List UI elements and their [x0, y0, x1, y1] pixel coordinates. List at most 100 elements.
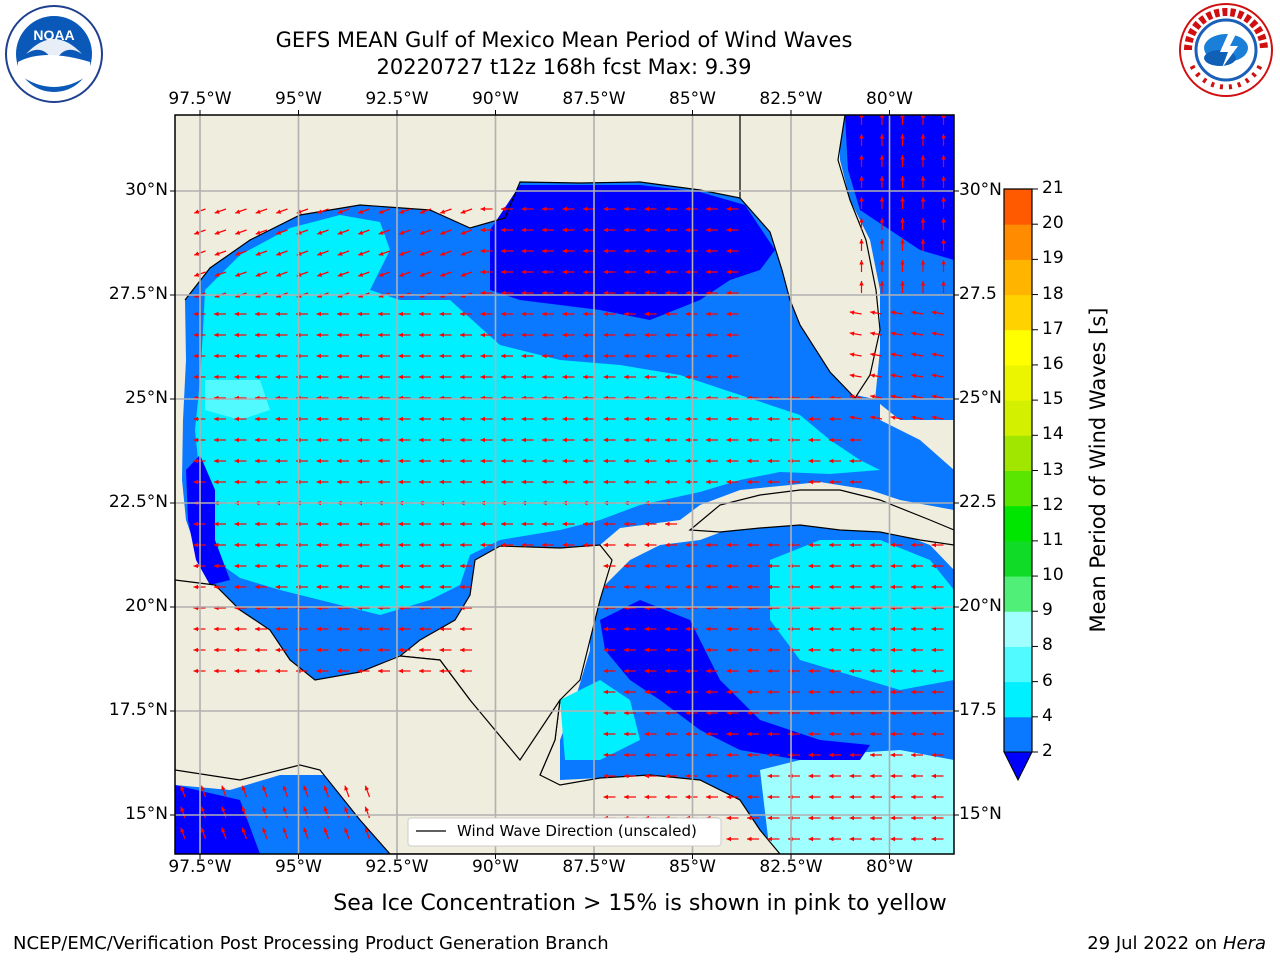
wind-arrow — [665, 437, 677, 443]
wind-arrow — [685, 416, 698, 422]
wind-arrow — [808, 710, 821, 716]
colorbar-segment — [1004, 224, 1032, 260]
wind-arrow — [303, 785, 309, 798]
wind-arrow — [644, 647, 657, 653]
wind-arrow — [241, 785, 248, 798]
wind-arrow — [829, 689, 841, 695]
wind-arrow — [644, 248, 657, 254]
wind-arrow — [706, 584, 718, 590]
wind-arrow — [644, 437, 657, 443]
wind-arrow — [460, 584, 472, 590]
wind-arrow — [562, 353, 575, 359]
wind-arrow — [911, 710, 923, 716]
wind-arrow — [603, 626, 616, 632]
wind-arrow — [398, 311, 411, 317]
wind-arrow — [624, 374, 636, 380]
wind-arrow — [276, 208, 288, 214]
wind-arrow — [562, 437, 575, 443]
wind-arrow — [562, 416, 575, 422]
wind-arrow — [398, 542, 411, 548]
wind-arrow — [480, 227, 493, 233]
pacific-dark — [175, 785, 260, 854]
wind-arrow — [460, 521, 472, 527]
wind-arrow — [685, 668, 698, 674]
wind-arrow — [849, 710, 862, 716]
wind-arrow — [419, 332, 431, 338]
wind-arrow — [337, 563, 349, 569]
wind-arrow — [911, 331, 924, 336]
wind-arrow — [911, 668, 923, 674]
wind-arrow — [644, 689, 657, 695]
wind-arrow — [542, 290, 554, 296]
wind-arrow — [931, 794, 944, 800]
wind-arrow — [439, 374, 452, 380]
wind-arrow — [603, 731, 616, 737]
wind-arrow — [624, 521, 636, 527]
wind-arrow — [726, 437, 739, 443]
wind-arrow — [583, 290, 595, 296]
wind-arrow — [849, 626, 862, 632]
wind-arrow — [706, 731, 718, 737]
wind-arrow — [235, 229, 247, 235]
wind-arrow — [214, 374, 226, 380]
wind-arrow — [419, 208, 432, 214]
wind-arrow — [931, 542, 944, 548]
wind-arrow — [357, 584, 370, 590]
wind-arrow — [665, 332, 677, 338]
wind-arrow — [911, 773, 923, 779]
wind-arrow — [870, 731, 882, 737]
wind-arrow — [767, 794, 780, 800]
wind-arrow — [644, 731, 657, 737]
wind-arrow — [900, 281, 905, 293]
wind-arrow — [358, 271, 370, 277]
wind-arrow — [337, 437, 349, 443]
wind-arrow — [706, 227, 718, 233]
wind-arrow — [829, 752, 841, 758]
wind-arrow — [870, 310, 883, 315]
wind-arrow — [931, 373, 944, 378]
wind-arrow — [378, 374, 390, 380]
wind-arrow — [419, 479, 431, 485]
wind-arrow — [624, 332, 636, 338]
wind-arrow — [378, 332, 390, 338]
wind-arrow — [562, 290, 575, 296]
legend-box — [407, 817, 722, 847]
wind-arrow — [624, 227, 636, 233]
wind-arrow — [849, 542, 862, 548]
wind-arrow — [767, 731, 780, 737]
wind-arrow — [603, 794, 616, 800]
wind-arrow — [275, 584, 288, 590]
wind-arrow — [747, 416, 759, 422]
wind-arrow — [255, 521, 267, 527]
wind-arrow — [214, 542, 226, 548]
wind-arrow — [234, 479, 247, 485]
wind-arrow — [234, 584, 247, 590]
chart-subtitle: 20220727 t12z 168h fcst Max: 9.39 — [376, 55, 752, 79]
wind-arrow — [255, 647, 267, 653]
wind-arrow — [398, 479, 411, 485]
wind-arrow — [747, 815, 759, 821]
wind-arrow — [829, 458, 841, 464]
wind-arrow — [337, 542, 349, 548]
wind-arrow — [255, 668, 267, 674]
wind-arrow — [603, 710, 616, 716]
wind-arrow — [439, 668, 452, 674]
wind-arrow — [460, 458, 472, 464]
wind-arrow — [726, 311, 739, 317]
wind-arrow — [180, 806, 186, 819]
wind-arrow — [849, 794, 862, 800]
wind-arrow — [583, 374, 595, 380]
wind-arrow — [214, 437, 226, 443]
wind-arrow — [521, 416, 534, 422]
wind-arrow — [542, 206, 554, 212]
wind-arrow — [665, 584, 677, 590]
wind-arrow — [644, 584, 657, 590]
wind-arrow — [879, 218, 885, 230]
wind-arrow — [316, 437, 329, 443]
wind-arrow — [879, 134, 885, 146]
wind-arrow — [214, 563, 226, 569]
wind-arrow — [440, 271, 452, 277]
wind-arrow — [859, 218, 864, 230]
wind-arrow — [542, 269, 554, 275]
colorbar-segment — [1004, 681, 1032, 718]
